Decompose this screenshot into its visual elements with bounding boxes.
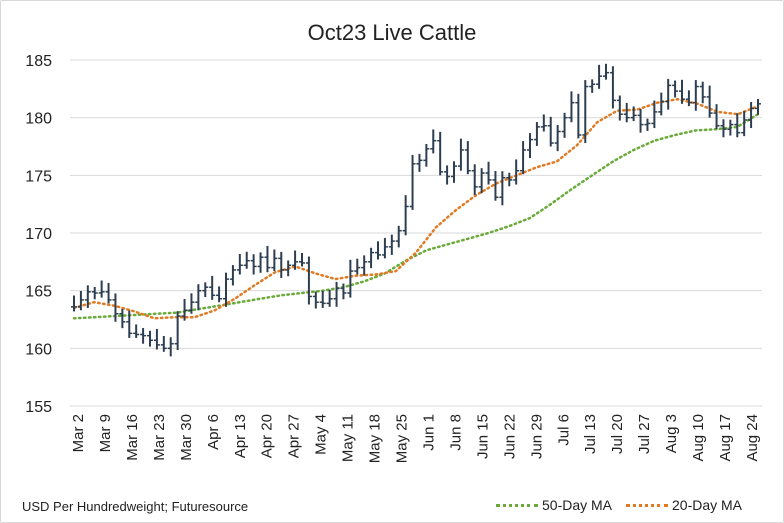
x-tick-label: Jul 20	[609, 414, 626, 454]
legend-item-ma20: 20-Day MA	[626, 497, 742, 513]
x-tick-label: Jun 8	[447, 414, 464, 451]
x-tick-label: Jul 13	[582, 414, 599, 454]
x-tick-label: Apr 6	[205, 414, 222, 450]
x-tick-label: May 4	[313, 414, 330, 455]
ma50-series	[72, 112, 760, 320]
y-tick-label: 170	[25, 226, 52, 243]
x-tick-label: Aug 24	[744, 414, 761, 462]
x-tick-label: Aug 10	[690, 414, 707, 462]
x-tick-label: Jun 1	[420, 414, 437, 451]
x-tick-label: Aug 3	[663, 414, 680, 453]
y-tick-label: 185	[25, 53, 52, 70]
y-tick-label: 160	[25, 341, 52, 358]
chart-title: Oct23 Live Cattle	[307, 20, 477, 45]
x-axis: Mar 2 Mar 9 Mar 16 Mar 23 Mar 30 Apr 6 Apr 13 A…	[70, 414, 761, 463]
legend-label-ma20: 20-Day MA	[672, 497, 743, 513]
x-tick-label: Mar 16	[124, 414, 141, 461]
legend-swatch-ma20	[626, 503, 668, 507]
x-tick-label: Jun 22	[501, 414, 518, 459]
x-tick-label: Jun 29	[528, 414, 545, 459]
y-tick-label: 180	[25, 111, 52, 128]
x-tick-label: Apr 27	[286, 414, 303, 458]
x-tick-label: Jun 15	[474, 414, 491, 459]
x-tick-label: Mar 9	[97, 414, 114, 452]
y-axis: 155 160 165 170 175 180 185	[25, 53, 52, 416]
x-tick-label: Jul 27	[636, 414, 653, 454]
source-note: USD Per Hundredweight; Futuresource	[22, 499, 249, 514]
y-tick-label: 175	[25, 168, 52, 185]
x-tick-label: Mar 2	[70, 414, 87, 452]
x-tick-label: Mar 30	[178, 414, 195, 461]
price-series	[71, 63, 761, 357]
legend-label-ma50: 50-Day MA	[542, 497, 613, 513]
x-tick-label: Mar 23	[151, 414, 168, 461]
x-tick-label: Aug 17	[717, 414, 734, 462]
y-tick-label: 165	[25, 284, 52, 301]
y-tick-label: 155	[25, 399, 52, 416]
grid-lines	[70, 59, 762, 407]
x-tick-label: May 11	[340, 414, 357, 462]
legend-swatch-ma50	[496, 503, 538, 507]
ma50-line	[72, 112, 760, 320]
x-tick-label: Apr 20	[259, 414, 276, 458]
ma20-line	[72, 97, 760, 320]
x-tick-label: May 25	[394, 414, 411, 463]
x-tick-label: May 18	[367, 414, 384, 463]
x-tick-label: Apr 13	[232, 414, 249, 458]
legend-item-ma50: 50-Day MA	[496, 497, 612, 513]
ma20-series	[72, 97, 760, 320]
x-tick-label: Jul 6	[555, 414, 572, 446]
